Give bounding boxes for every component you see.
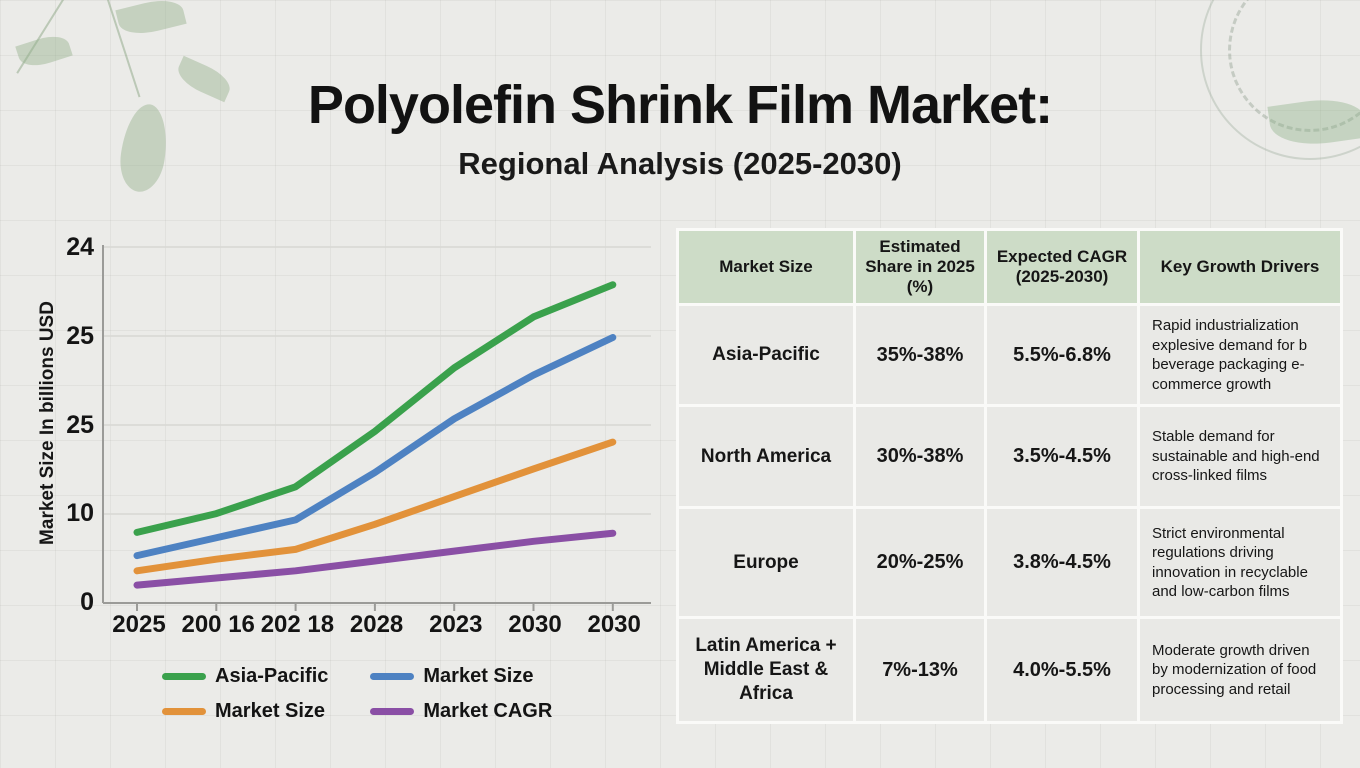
y-tick-label: 10 bbox=[66, 499, 94, 528]
x-tick-label: 2030 bbox=[587, 611, 641, 638]
cagr-cell: 3.5%-4.5% bbox=[987, 407, 1137, 506]
table-header-cell: Estimated Share in 2025 (%) bbox=[856, 231, 984, 303]
x-tick-label: 202 18 bbox=[260, 611, 335, 638]
legend-label: Asia-Pacific bbox=[215, 665, 329, 687]
title-block: Polyolefin Shrink Film Market: Regional … bbox=[0, 74, 1360, 182]
y-tick-label: 0 bbox=[80, 588, 94, 616]
table-header-cell: Expected CAGR (2025-2030) bbox=[987, 231, 1137, 303]
y-tick-label: 24 bbox=[66, 233, 94, 261]
page-title: Polyolefin Shrink Film Market: bbox=[307, 75, 1053, 135]
regional-analysis-table: Market Size Estimated Share in 2025 (%) Ex… bbox=[676, 228, 1343, 724]
series-line-market-size bbox=[133, 438, 617, 575]
table-header-cell: Market Size bbox=[679, 231, 853, 303]
legend-swatch-icon bbox=[370, 673, 415, 680]
x-tick-label: 2030 bbox=[508, 611, 562, 638]
share-cell: 7%-13% bbox=[856, 619, 984, 721]
legend-item: Market CAGR bbox=[370, 700, 552, 723]
share-cell: 30%-38% bbox=[856, 407, 984, 506]
chart-legend: Asia-Pacific Market Size Market Size Market… bbox=[162, 665, 552, 723]
legend-item: Market Size bbox=[370, 665, 552, 688]
leaf-icon bbox=[15, 30, 73, 72]
y-tick-label: 25 bbox=[66, 321, 94, 350]
page-subtitle: Regional Analysis (2025-2030) bbox=[458, 146, 902, 181]
series-line-asia-pacific bbox=[133, 281, 617, 536]
legend-item: Asia-Pacific bbox=[162, 665, 328, 688]
leaf-icon bbox=[115, 0, 187, 40]
x-tick-label: 200 16 bbox=[181, 611, 255, 638]
drivers-cell: Stable demand for sustainable and high-e… bbox=[1140, 407, 1340, 506]
drivers-cell: Rapid industrialization explesive demand… bbox=[1140, 306, 1340, 404]
legend-label: Market Size bbox=[423, 665, 534, 687]
legend-label: Market Size bbox=[215, 700, 326, 722]
legend-label: Market CAGR bbox=[423, 700, 553, 722]
line-chart bbox=[102, 245, 651, 611]
cagr-cell: 5.5%-6.8% bbox=[987, 306, 1137, 404]
series-line-market-cagr bbox=[133, 529, 617, 589]
cagr-cell: 4.0%-5.5% bbox=[987, 619, 1137, 721]
region-cell: Latin America + Middle East & Africa bbox=[679, 619, 853, 721]
share-cell: 35%-38% bbox=[856, 306, 984, 404]
legend-swatch-icon bbox=[370, 708, 415, 715]
region-cell: North America bbox=[679, 407, 853, 506]
share-cell: 20%-25% bbox=[856, 509, 984, 616]
legend-item: Market Size bbox=[162, 700, 328, 723]
x-tick-label: 2028 bbox=[349, 611, 404, 638]
legend-swatch-icon bbox=[162, 673, 206, 680]
x-tick-label: 2023 bbox=[429, 611, 483, 638]
drivers-cell: Moderate growth driven by modernization … bbox=[1140, 619, 1340, 721]
drivers-cell: Strict environmental regulations driving… bbox=[1140, 509, 1340, 616]
series-line-market-size bbox=[133, 333, 617, 560]
region-cell: Asia-Pacific bbox=[679, 306, 853, 404]
cagr-cell: 3.8%-4.5% bbox=[987, 509, 1137, 616]
y-tick-label: 25 bbox=[66, 410, 94, 439]
legend-swatch-icon bbox=[162, 708, 206, 715]
region-cell: Europe bbox=[679, 509, 853, 616]
x-tick-label: 2025 bbox=[112, 611, 166, 638]
table-header-cell: Key Growth Drivers bbox=[1140, 231, 1340, 303]
